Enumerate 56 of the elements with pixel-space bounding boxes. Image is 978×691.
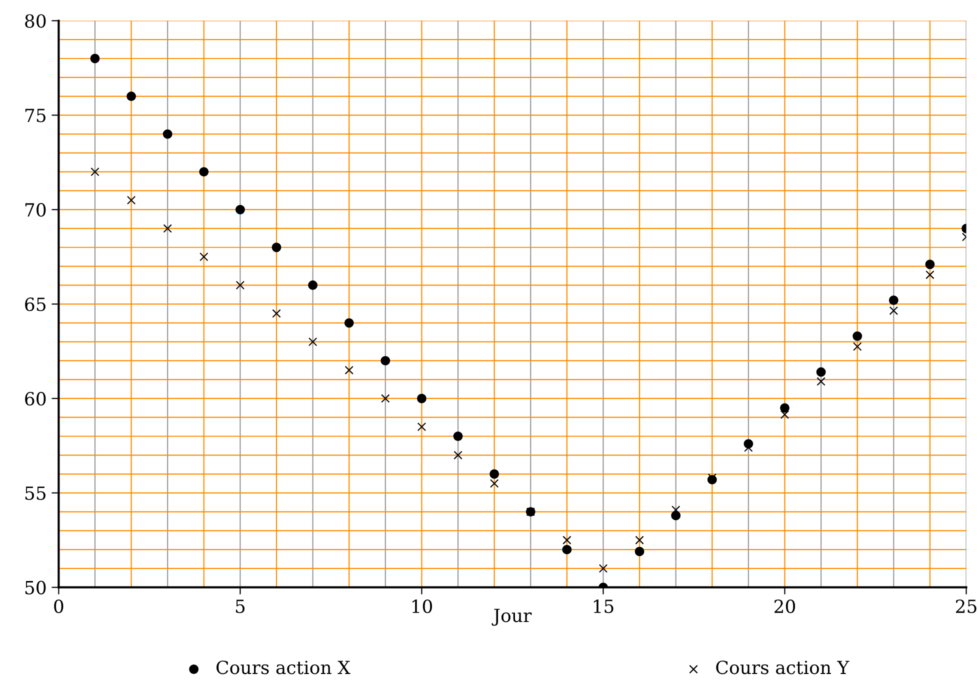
point [126,196,136,205]
point [126,92,136,101]
point [634,546,644,556]
point [889,306,898,316]
point [417,422,426,432]
point [416,394,426,404]
point [635,536,644,544]
point [490,479,499,488]
point [272,309,281,318]
y-tick-label: 60 [25,392,46,406]
point [852,342,862,351]
point [163,224,172,233]
point [888,296,898,305]
point [380,356,390,366]
x-tick-label: 15 [594,599,614,614]
point [162,129,172,139]
y-tick-label: 65 [25,298,46,312]
point [235,204,245,214]
point [272,242,282,252]
point [200,252,208,262]
point [490,469,500,479]
point [199,167,209,177]
point [816,367,826,377]
y-tick-label: 50 [25,580,46,594]
point [780,403,790,413]
point [344,366,354,375]
y-tick-label: 80 [25,14,46,28]
point [852,331,862,341]
point [671,506,680,514]
point [454,450,462,460]
point [780,410,790,419]
point [598,564,608,573]
x-tick-label: 10 [412,599,432,614]
point [90,167,100,176]
y-tick-label: 75 [25,108,46,122]
point [925,260,935,270]
point [308,337,318,346]
point [90,54,100,64]
point [562,544,572,554]
legend-label: Cours action Y [716,660,850,674]
point [344,318,354,328]
x-tick-label: 25 [956,599,976,614]
point [308,280,318,290]
point [381,394,390,403]
x-tick-label: 20 [774,599,796,614]
legend-label: Cours action X [216,660,350,674]
y-tick-label: 70 [25,203,46,217]
x-tick-label: 0 [54,599,64,614]
point [926,270,934,280]
point [236,280,245,290]
point [453,432,463,441]
point [562,536,572,544]
point [816,377,826,386]
x-tick-label: 5 [236,600,245,614]
x-axis-title: Jour [492,608,532,626]
y-tick-label: 55 [25,486,46,500]
